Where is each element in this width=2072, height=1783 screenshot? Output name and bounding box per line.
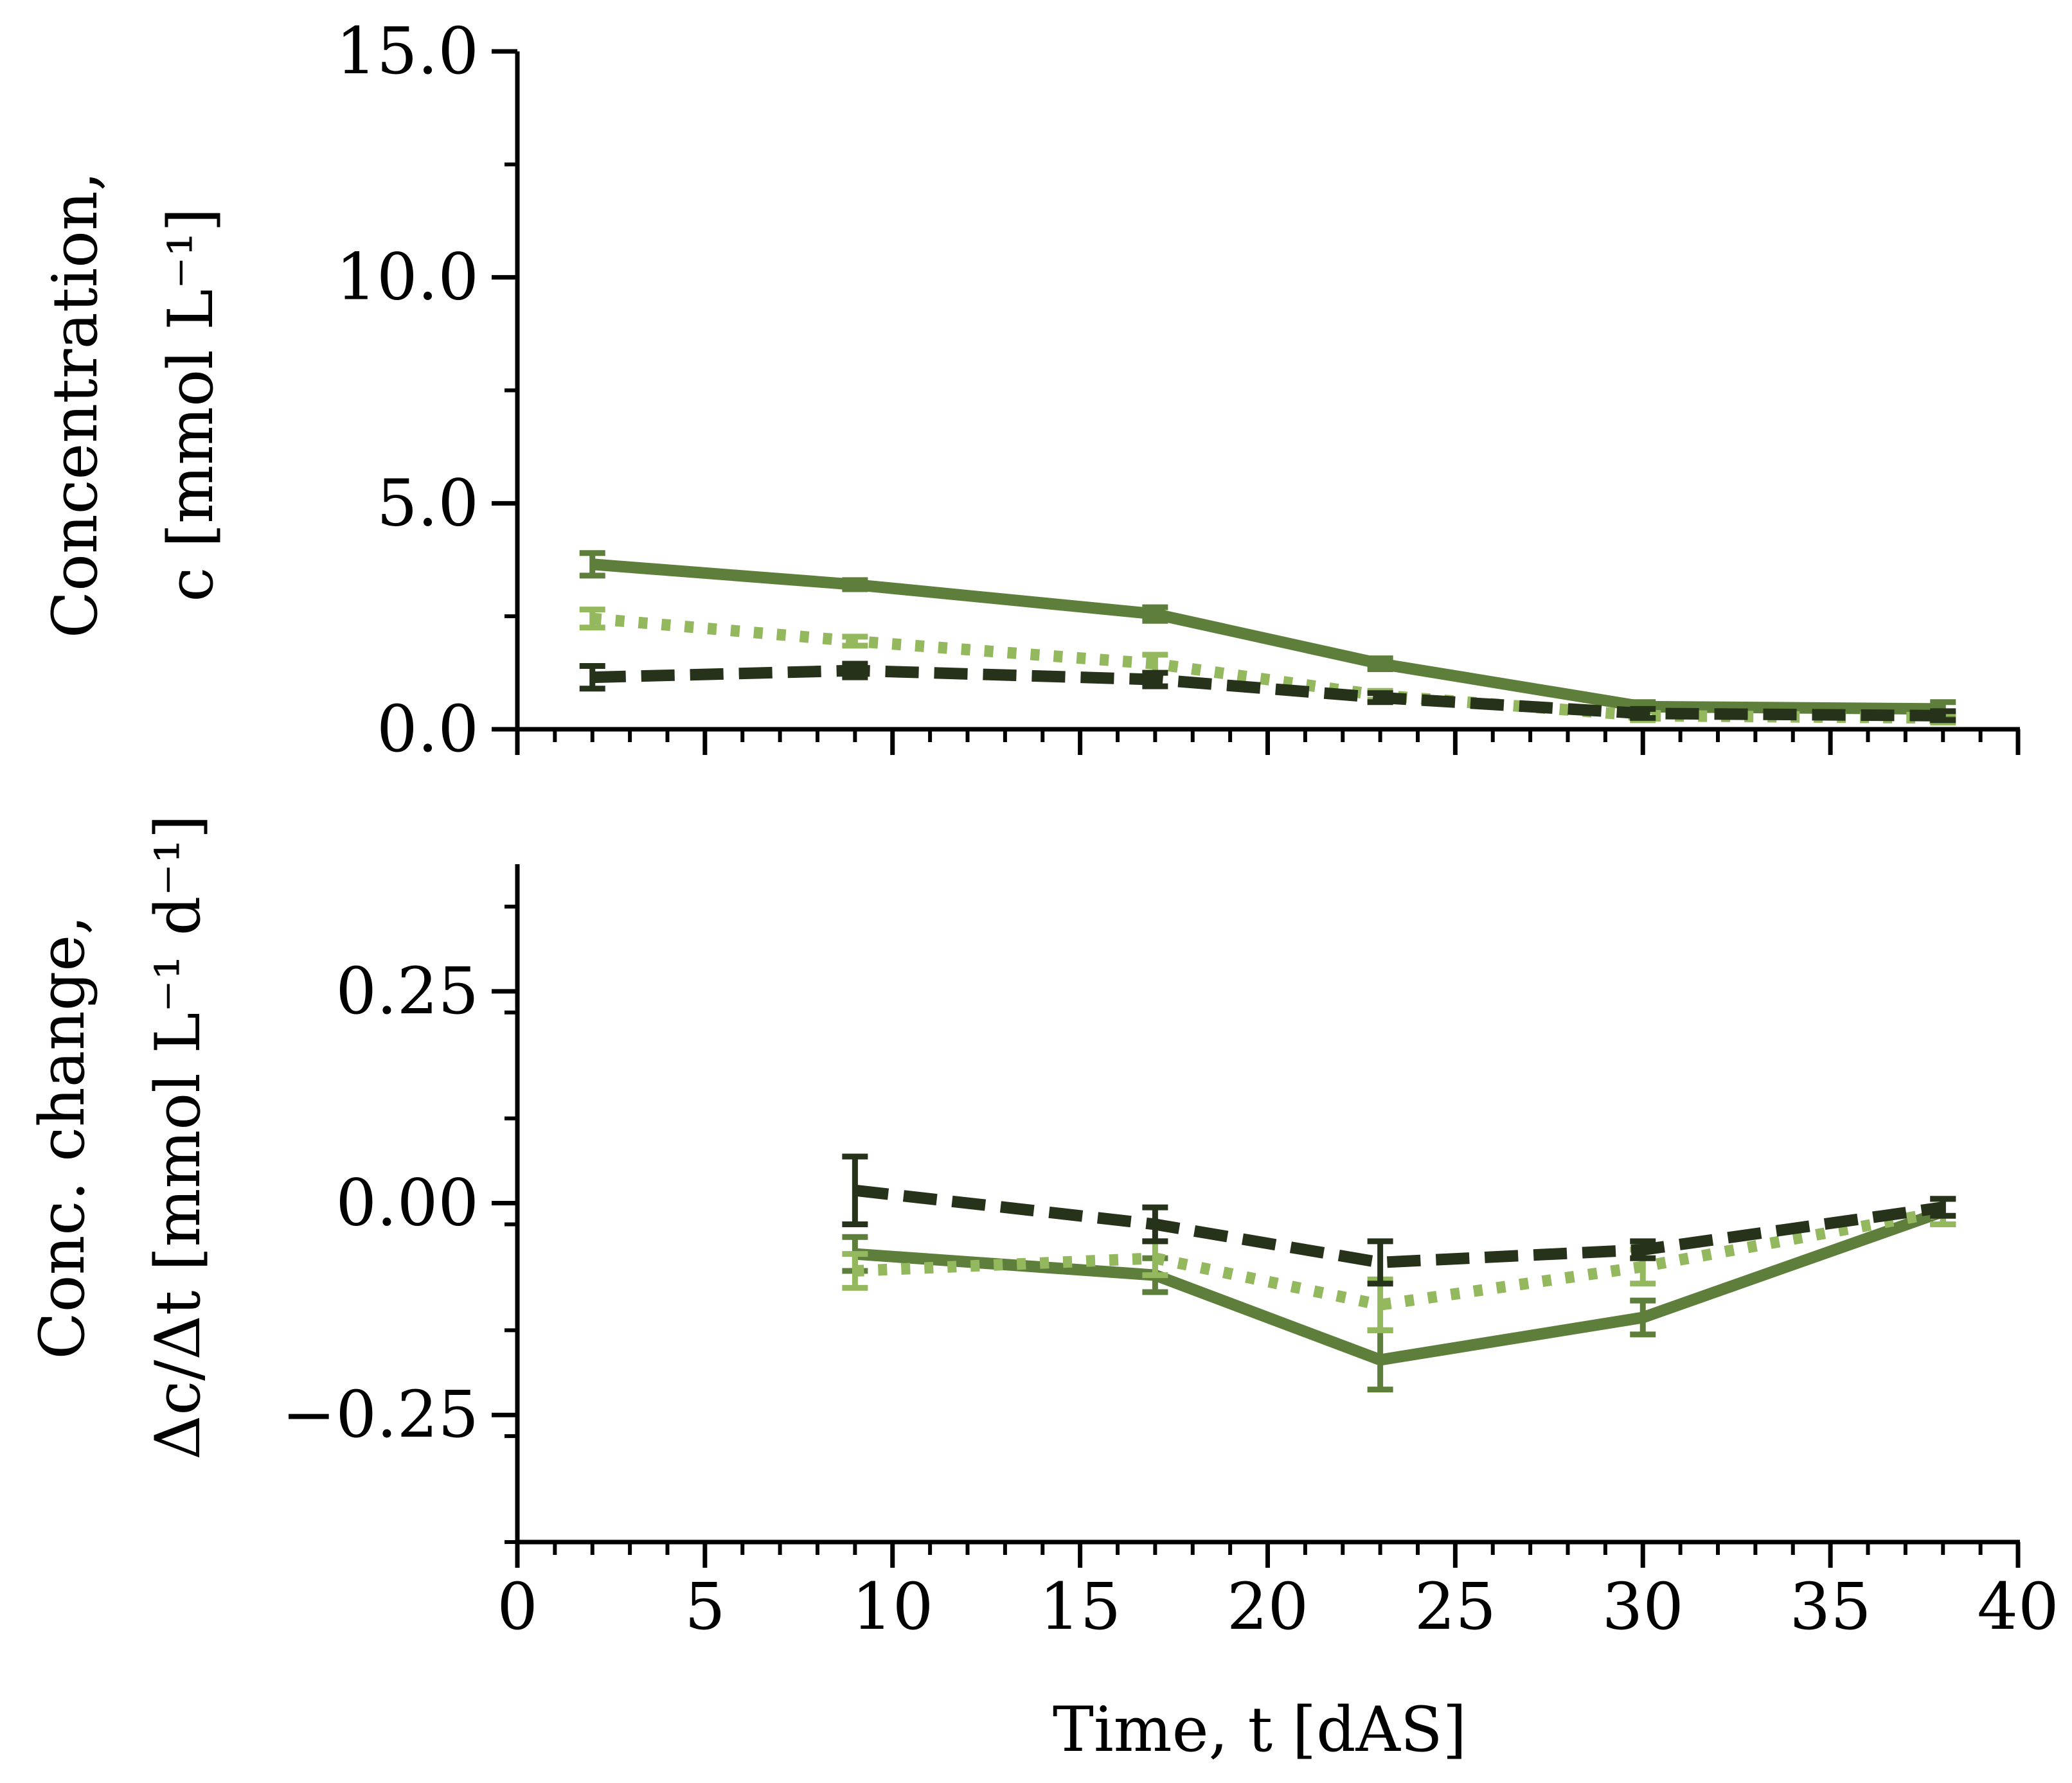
y-tick-label: 10.0 — [335, 240, 479, 315]
x-axis-label: Time, t [dAS] — [1053, 1694, 1467, 1766]
series-line-dashed — [592, 664, 1943, 722]
y-tick-label: 0.25 — [335, 954, 479, 1029]
y-tick-label: 0.0 — [377, 691, 479, 767]
bottom-ylabel-line2: Δc/Δt [mmol L⁻¹ d⁻¹] — [142, 815, 214, 1460]
bottom-panel: −0.25 0.00 0.25 0 5 10 15 20 25 30 35 40 — [282, 864, 2059, 1644]
x-tick-label: 0 — [497, 1569, 538, 1644]
y-tick-label: 15.0 — [335, 13, 479, 89]
y-tick-label: 5.0 — [377, 465, 479, 540]
x-tick-label: 30 — [1602, 1569, 1684, 1644]
series-line-solid — [592, 558, 1943, 715]
x-tick-label: 15 — [1039, 1569, 1121, 1644]
x-tick-label: 35 — [1790, 1569, 1871, 1644]
x-tick-label: 5 — [684, 1569, 726, 1644]
y-tick-label: −0.25 — [282, 1377, 479, 1452]
x-tick-label: 25 — [1415, 1569, 1496, 1644]
top-panel: 0.0 5.0 10.0 15.0 — [335, 13, 2021, 767]
top-ylabel-line2: c [mmol L⁻¹] — [155, 208, 227, 601]
top-ylabel-line1: Concentration, — [39, 172, 111, 639]
y-tick-label: 0.00 — [335, 1166, 479, 1241]
bottom-ylabel-line1: Conc. change, — [26, 915, 98, 1359]
x-tick-label: 40 — [1977, 1569, 2059, 1644]
series-line-dotted — [591, 612, 1943, 724]
series-line-dashed — [854, 1184, 1944, 1268]
x-tick-label: 20 — [1227, 1569, 1308, 1644]
x-tick-label: 10 — [852, 1569, 933, 1644]
